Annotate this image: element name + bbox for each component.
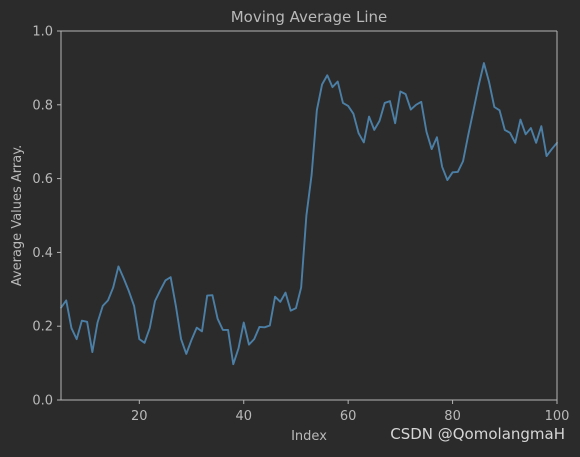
x-tick-label: 60 — [340, 409, 357, 424]
y-tick-label: 0.8 — [32, 98, 53, 113]
y-axis-label: Average Values Array. — [10, 145, 25, 286]
y-axis-ticks: 0.0 0.2 0.4 0.6 0.8 1.0 — [32, 25, 61, 409]
watermark-text: CSDN @QomolangmaH — [390, 425, 565, 443]
x-tick-label: 40 — [235, 409, 252, 424]
axes-spines — [60, 30, 558, 401]
y-tick-label: 0.2 — [32, 320, 53, 335]
x-axis-label: Index — [291, 429, 327, 444]
axes-background — [61, 31, 557, 400]
y-tick-label: 0.0 — [32, 394, 53, 409]
moving-average-line — [60, 62, 558, 366]
x-tick-label: 80 — [444, 409, 461, 424]
y-tick-label: 0.6 — [32, 172, 53, 187]
y-tick-label: 1.0 — [32, 25, 53, 40]
x-tick-label: 100 — [545, 409, 570, 424]
chart-title: Moving Average Line — [231, 8, 388, 26]
x-axis-ticks: 20 40 60 80 100 — [131, 400, 569, 424]
x-tick-label: 20 — [131, 409, 148, 424]
y-tick-label: 0.4 — [32, 246, 53, 261]
